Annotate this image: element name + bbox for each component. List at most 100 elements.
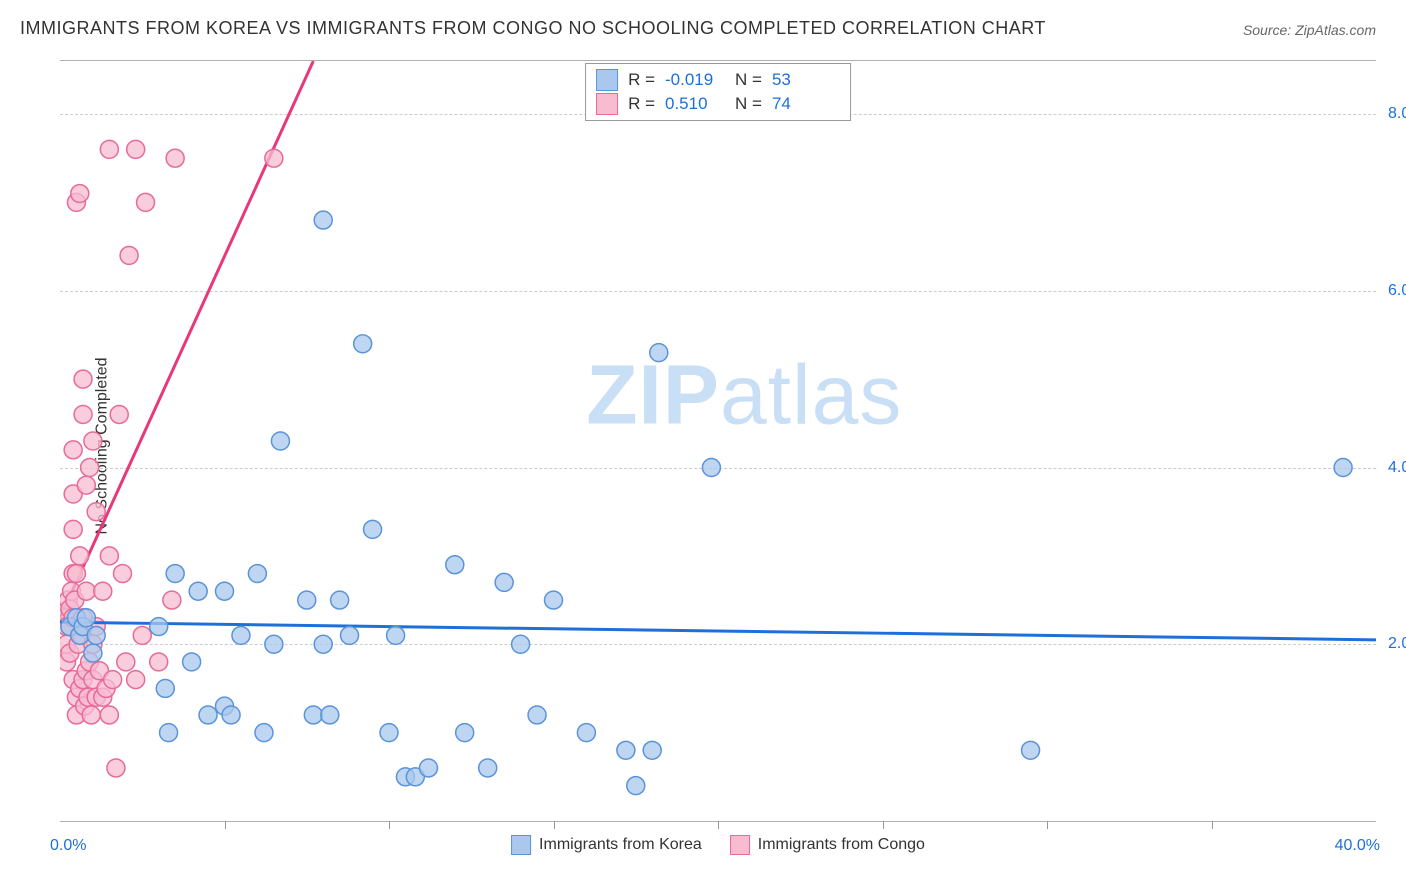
chart-title: IMMIGRANTS FROM KOREA VS IMMIGRANTS FROM…: [20, 18, 1046, 39]
data-point: [71, 547, 89, 565]
x-tick: [718, 821, 719, 829]
data-point: [271, 432, 289, 450]
data-point: [71, 185, 89, 203]
plot-area: ZIPatlas R =-0.019N =53R =0.510N =74 0.0…: [60, 60, 1376, 822]
x-tick: [225, 821, 226, 829]
data-point: [248, 565, 266, 583]
stat-n-label: N =: [735, 92, 762, 116]
data-point: [183, 653, 201, 671]
data-point: [304, 706, 322, 724]
data-point: [163, 591, 181, 609]
x-tick: [1212, 821, 1213, 829]
data-point: [104, 671, 122, 689]
legend-item: Immigrants from Congo: [730, 835, 925, 855]
stat-n-value: 53: [772, 68, 832, 92]
data-point: [150, 618, 168, 636]
data-point: [107, 759, 125, 777]
legend-label: Immigrants from Korea: [539, 836, 702, 854]
data-point: [117, 653, 135, 671]
data-point: [232, 626, 250, 644]
data-point: [150, 653, 168, 671]
x-tick: [1047, 821, 1048, 829]
data-point: [255, 724, 273, 742]
data-point: [114, 565, 132, 583]
data-point: [643, 741, 661, 759]
data-point: [387, 626, 405, 644]
data-point: [380, 724, 398, 742]
source-attribution: Source: ZipAtlas.com: [1243, 22, 1376, 38]
chart-svg: [60, 61, 1376, 821]
data-point: [512, 635, 530, 653]
y-tick-label: 8.0%: [1380, 105, 1406, 123]
data-point: [298, 591, 316, 609]
data-point: [77, 609, 95, 627]
data-point: [456, 724, 474, 742]
stats-legend-row: R = 0.510 N = 74: [596, 92, 832, 116]
data-point: [84, 432, 102, 450]
data-point: [222, 706, 240, 724]
legend-swatch: [596, 93, 618, 115]
legend-swatch: [511, 835, 531, 855]
data-point: [446, 556, 464, 574]
data-point: [77, 582, 95, 600]
series-legend: Immigrants from Korea Immigrants from Con…: [511, 835, 925, 855]
data-point: [133, 626, 151, 644]
data-point: [74, 406, 92, 424]
x-tick: [554, 821, 555, 829]
data-point: [77, 476, 95, 494]
data-point: [189, 582, 207, 600]
data-point: [166, 149, 184, 167]
data-point: [67, 565, 85, 583]
stat-r-label: R =: [628, 92, 655, 116]
data-point: [364, 520, 382, 538]
data-point: [577, 724, 595, 742]
data-point: [110, 406, 128, 424]
data-point: [321, 706, 339, 724]
x-axis-min-label: 0.0%: [50, 837, 86, 855]
data-point: [495, 573, 513, 591]
data-point: [354, 335, 372, 353]
data-point: [1334, 459, 1352, 477]
data-point: [528, 706, 546, 724]
stat-n-value: 74: [772, 92, 832, 116]
data-point: [702, 459, 720, 477]
legend-label: Immigrants from Congo: [758, 836, 925, 854]
data-point: [650, 344, 668, 362]
stat-r-label: R =: [628, 68, 655, 92]
data-point: [100, 547, 118, 565]
data-point: [265, 149, 283, 167]
data-point: [627, 777, 645, 795]
legend-item: Immigrants from Korea: [511, 835, 702, 855]
data-point: [127, 140, 145, 158]
data-point: [265, 635, 283, 653]
x-axis-max-label: 40.0%: [1335, 837, 1380, 855]
trend-line: [60, 622, 1376, 640]
stat-r-value: -0.019: [665, 68, 725, 92]
trend-line: [60, 61, 313, 618]
data-point: [120, 246, 138, 264]
data-point: [419, 759, 437, 777]
data-point: [314, 635, 332, 653]
data-point: [314, 211, 332, 229]
data-point: [1022, 741, 1040, 759]
y-tick-label: 4.0%: [1380, 459, 1406, 477]
stats-legend: R = -0.019 N = 53R = 0.510 N = 74: [585, 63, 851, 121]
data-point: [127, 671, 145, 689]
stat-r-value: 0.510: [665, 92, 725, 116]
data-point: [617, 741, 635, 759]
data-point: [216, 582, 234, 600]
data-point: [74, 370, 92, 388]
data-point: [479, 759, 497, 777]
data-point: [156, 679, 174, 697]
data-point: [84, 644, 102, 662]
data-point: [160, 724, 178, 742]
data-point: [100, 706, 118, 724]
data-point: [100, 140, 118, 158]
data-point: [82, 706, 100, 724]
data-point: [341, 626, 359, 644]
data-point: [199, 706, 217, 724]
legend-swatch: [730, 835, 750, 855]
data-point: [87, 626, 105, 644]
data-point: [545, 591, 563, 609]
data-point: [166, 565, 184, 583]
